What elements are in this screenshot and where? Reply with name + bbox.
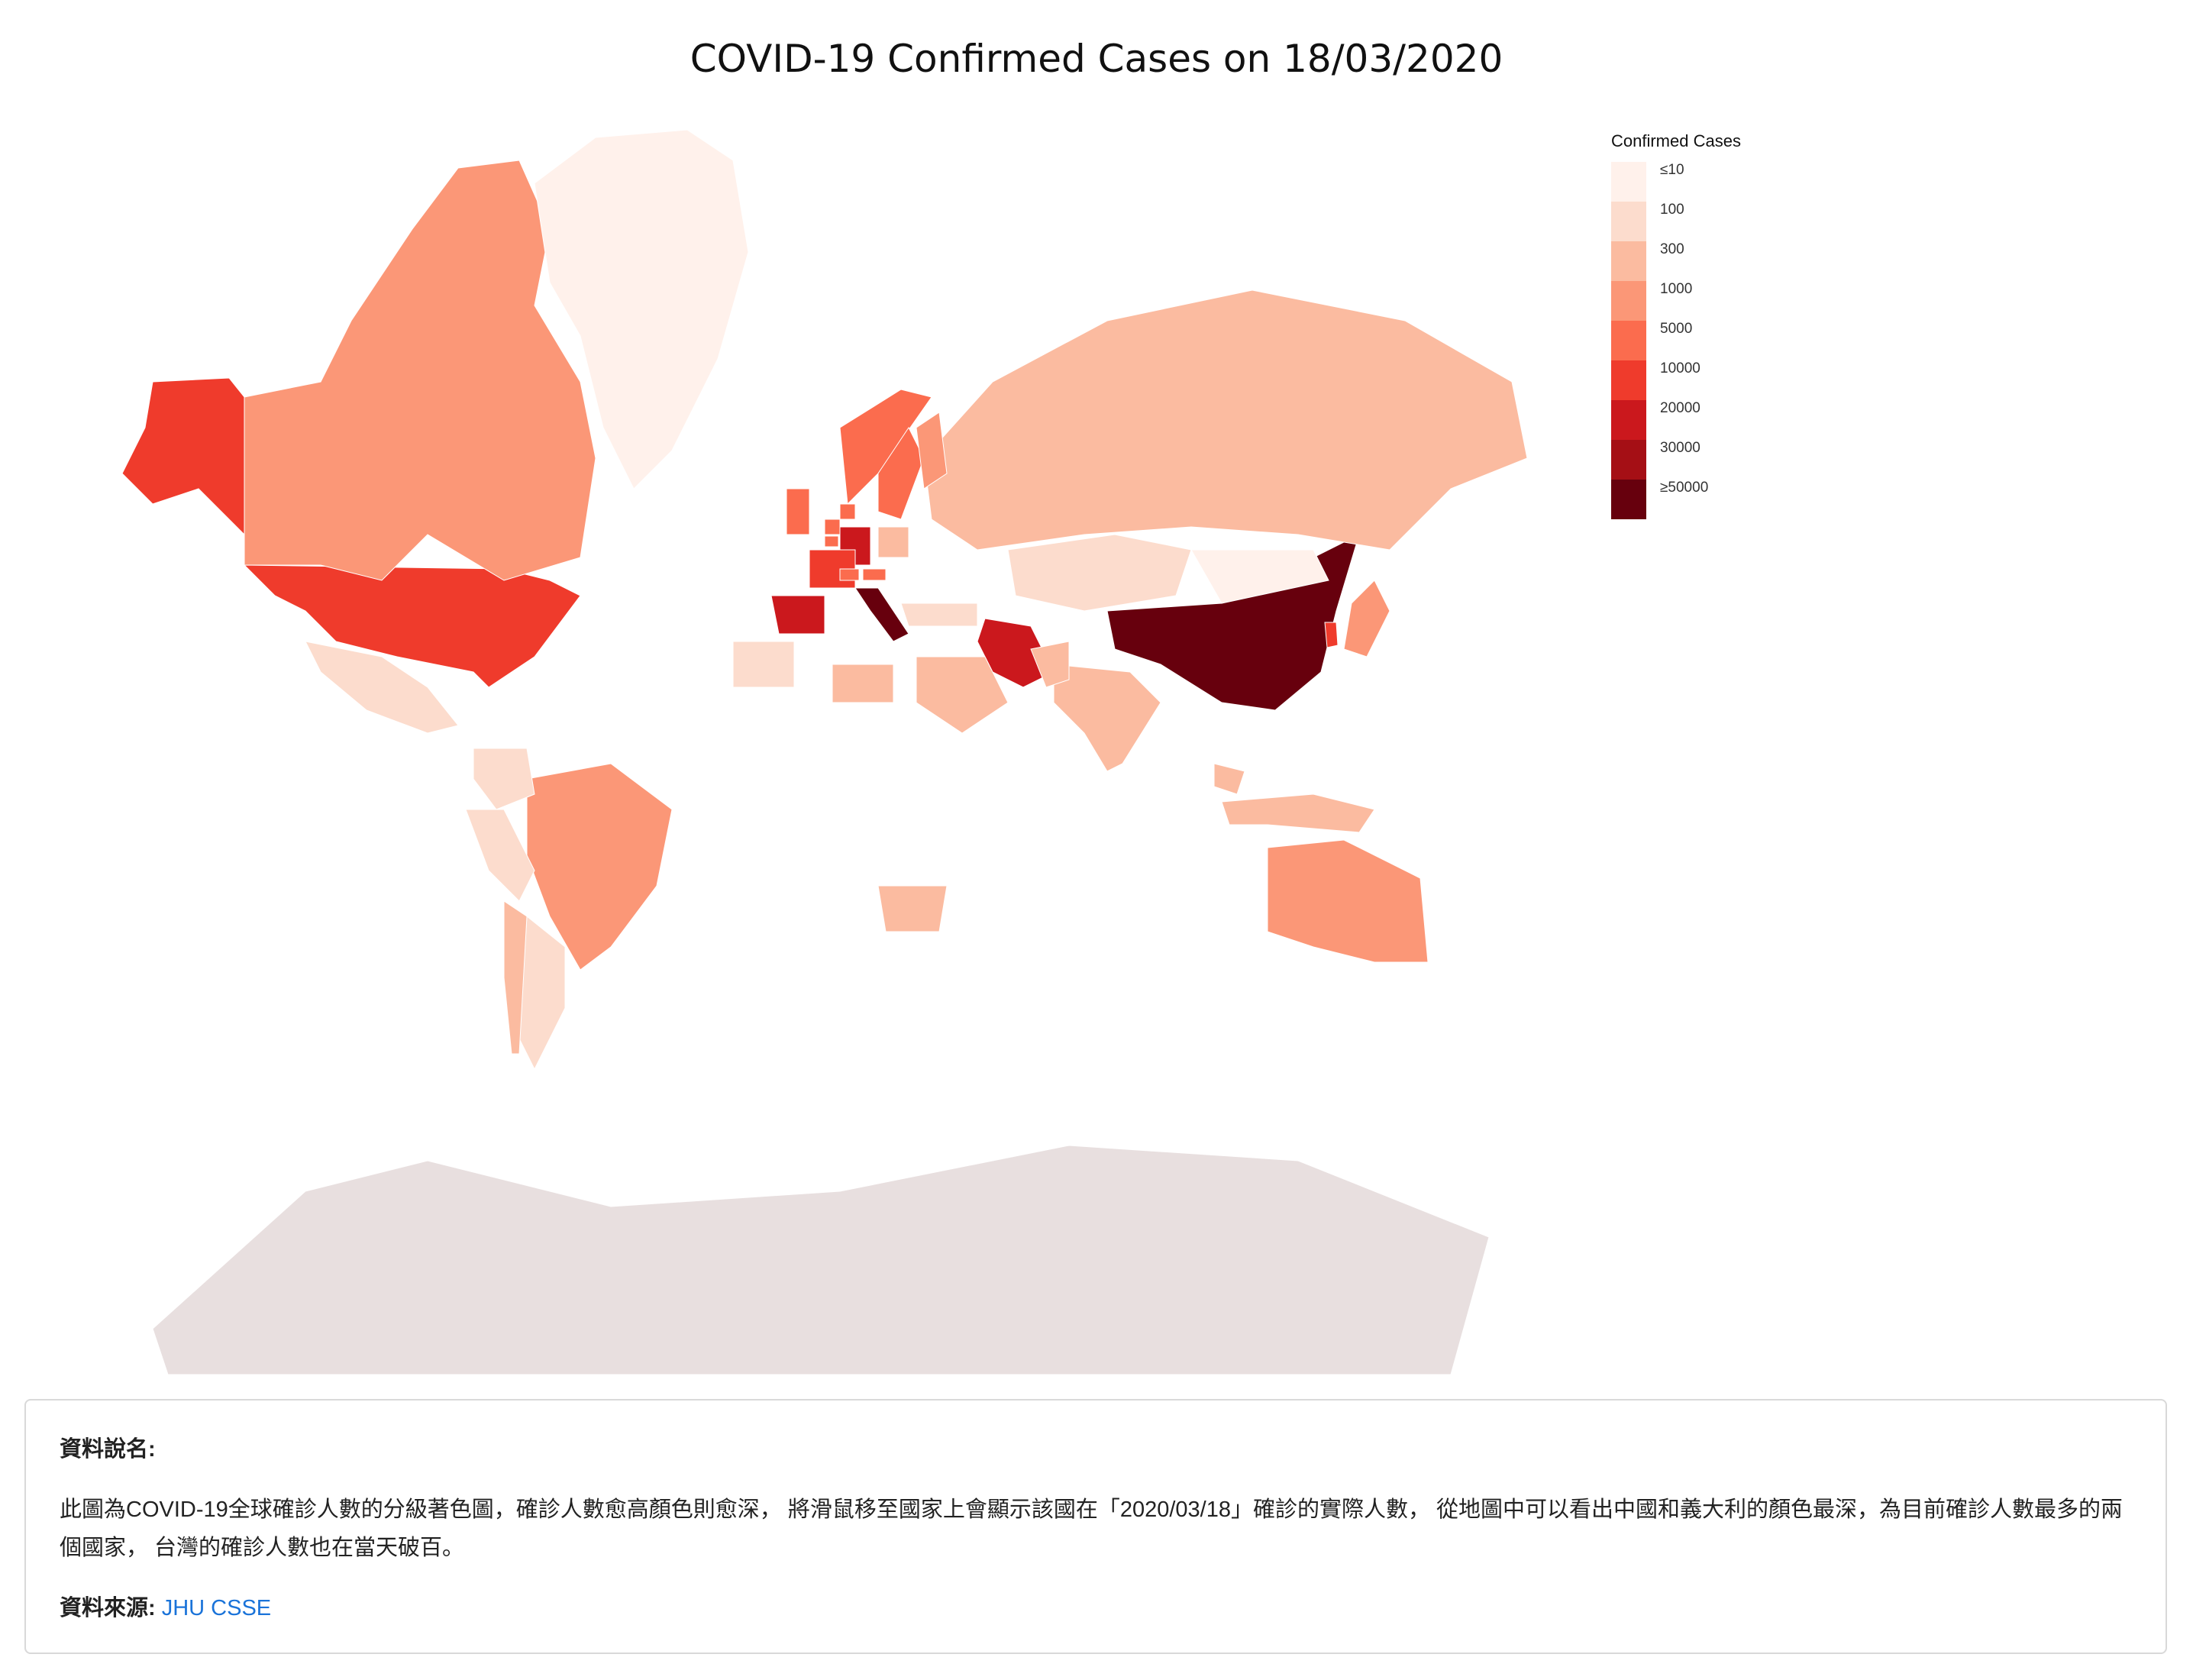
region-netherlands[interactable] [824, 519, 841, 535]
region-italy[interactable] [854, 587, 909, 642]
legend-item: 100 [1611, 202, 1787, 241]
region-austria[interactable] [862, 568, 887, 581]
legend-item: 1000 [1611, 281, 1787, 321]
legend-swatch [1611, 202, 1646, 241]
legend-label: ≥50000 [1660, 480, 1709, 496]
region-denmark[interactable] [839, 503, 856, 520]
region-antarctica[interactable] [152, 1145, 1490, 1375]
legend-item: ≥50000 [1611, 480, 1787, 519]
region-alaska[interactable] [121, 377, 245, 536]
region-iran[interactable] [977, 618, 1055, 688]
region-japan[interactable] [1343, 580, 1390, 657]
region-kazakhstan[interactable] [1007, 534, 1192, 612]
legend-label: 300 [1660, 241, 1684, 257]
legend-item: 20000 [1611, 400, 1787, 440]
source-link[interactable]: JHU CSSE [161, 1596, 272, 1620]
region-belgium[interactable] [824, 535, 839, 548]
legend-label: 5000 [1660, 321, 1693, 337]
region-spain[interactable] [770, 595, 825, 635]
legend-item: 300 [1611, 241, 1787, 281]
legend-label: 30000 [1660, 440, 1700, 456]
region-mexico[interactable] [305, 641, 459, 734]
legend-item: ≤10 [1611, 162, 1787, 202]
region-south-korea[interactable] [1324, 622, 1339, 648]
legend-item: 30000 [1611, 440, 1787, 480]
region-turkey[interactable] [900, 603, 978, 627]
region-finland[interactable] [916, 412, 948, 489]
region-peru[interactable] [465, 809, 535, 902]
color-legend: Confirmed Cases ≤10 100 300 1000 5000 10000 20… [1611, 131, 1787, 519]
legend-label: 1000 [1660, 281, 1693, 297]
region-saudi-arabia[interactable] [916, 656, 1009, 734]
map-title: COVID-19 Confirmed Cases on 18/03/2020 [690, 37, 1503, 81]
region-pakistan[interactable] [1030, 641, 1070, 688]
legend-swatch [1611, 400, 1646, 440]
legend-label: 10000 [1660, 360, 1700, 376]
legend-swatch [1611, 480, 1646, 519]
legend-swatch [1611, 440, 1646, 480]
region-indonesia[interactable] [1221, 793, 1375, 833]
region-chile[interactable] [503, 900, 528, 1055]
region-egypt[interactable] [832, 664, 894, 703]
region-mongolia[interactable] [1190, 549, 1329, 604]
info-card: 資料說名: 此圖為COVID-19全球確診人數的分級著色圖，確診人數愈高顏色則愈… [24, 1399, 2167, 1654]
region-russia[interactable] [923, 289, 1528, 551]
region-brazil[interactable] [526, 763, 673, 971]
legend-item: 10000 [1611, 360, 1787, 400]
region-poland[interactable] [877, 526, 909, 558]
legend-swatch [1611, 360, 1646, 400]
legend-swatch [1611, 321, 1646, 360]
region-algeria[interactable] [732, 641, 795, 688]
source-line: 資料來源: JHU CSSE [60, 1590, 2132, 1622]
info-description: 此圖為COVID-19全球確診人數的分級著色圖，確診人數愈高顏色則愈深， 將滑鼠… [60, 1497, 2124, 1560]
legend-swatch [1611, 162, 1646, 202]
info-heading: 資料說名: [60, 1437, 156, 1462]
legend-swatch [1611, 241, 1646, 281]
region-greenland[interactable] [534, 129, 749, 489]
region-switzerland[interactable] [839, 568, 860, 581]
region-colombia[interactable] [473, 748, 535, 810]
region-united-states[interactable] [243, 564, 581, 688]
region-canada[interactable] [244, 160, 596, 581]
legend-title: Confirmed Cases [1611, 131, 1741, 150]
legend-label: ≤10 [1660, 162, 1684, 178]
region-sweden[interactable] [877, 427, 925, 520]
world-choropleth-map[interactable] [0, 0, 2193, 1390]
legend-label: 100 [1660, 202, 1684, 218]
source-label: 資料來源: [60, 1596, 156, 1620]
region-united-kingdom[interactable] [786, 488, 810, 535]
legend-item: 5000 [1611, 321, 1787, 360]
region-australia[interactable] [1267, 839, 1429, 963]
legend-label: 20000 [1660, 400, 1700, 416]
region-malaysia[interactable] [1213, 763, 1245, 795]
region-india[interactable] [1053, 664, 1161, 772]
legend-swatch [1611, 281, 1646, 321]
region-south-africa[interactable] [877, 885, 948, 932]
